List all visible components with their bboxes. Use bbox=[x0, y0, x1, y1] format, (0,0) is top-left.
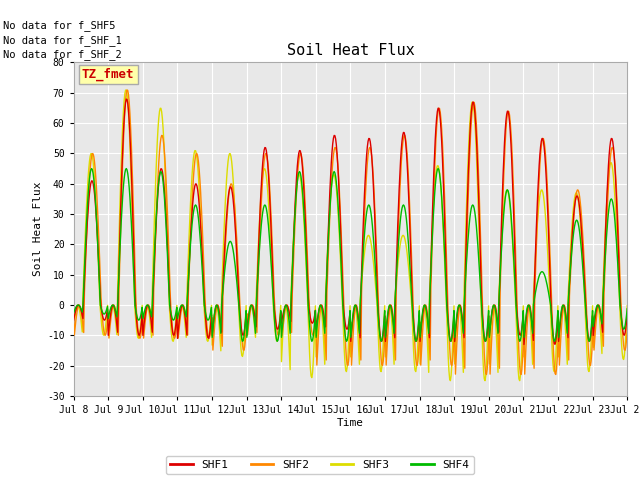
Text: No data for f_SHF_2: No data for f_SHF_2 bbox=[3, 49, 122, 60]
Text: TZ_fmet: TZ_fmet bbox=[82, 68, 134, 81]
Legend: SHF1, SHF2, SHF3, SHF4: SHF1, SHF2, SHF3, SHF4 bbox=[166, 456, 474, 474]
Text: No data for f_SHF_1: No data for f_SHF_1 bbox=[3, 35, 122, 46]
Y-axis label: Soil Heat Flux: Soil Heat Flux bbox=[33, 182, 43, 276]
Title: Soil Heat Flux: Soil Heat Flux bbox=[287, 44, 414, 59]
X-axis label: Time: Time bbox=[337, 418, 364, 428]
Text: No data for f_SHF5: No data for f_SHF5 bbox=[3, 20, 116, 31]
